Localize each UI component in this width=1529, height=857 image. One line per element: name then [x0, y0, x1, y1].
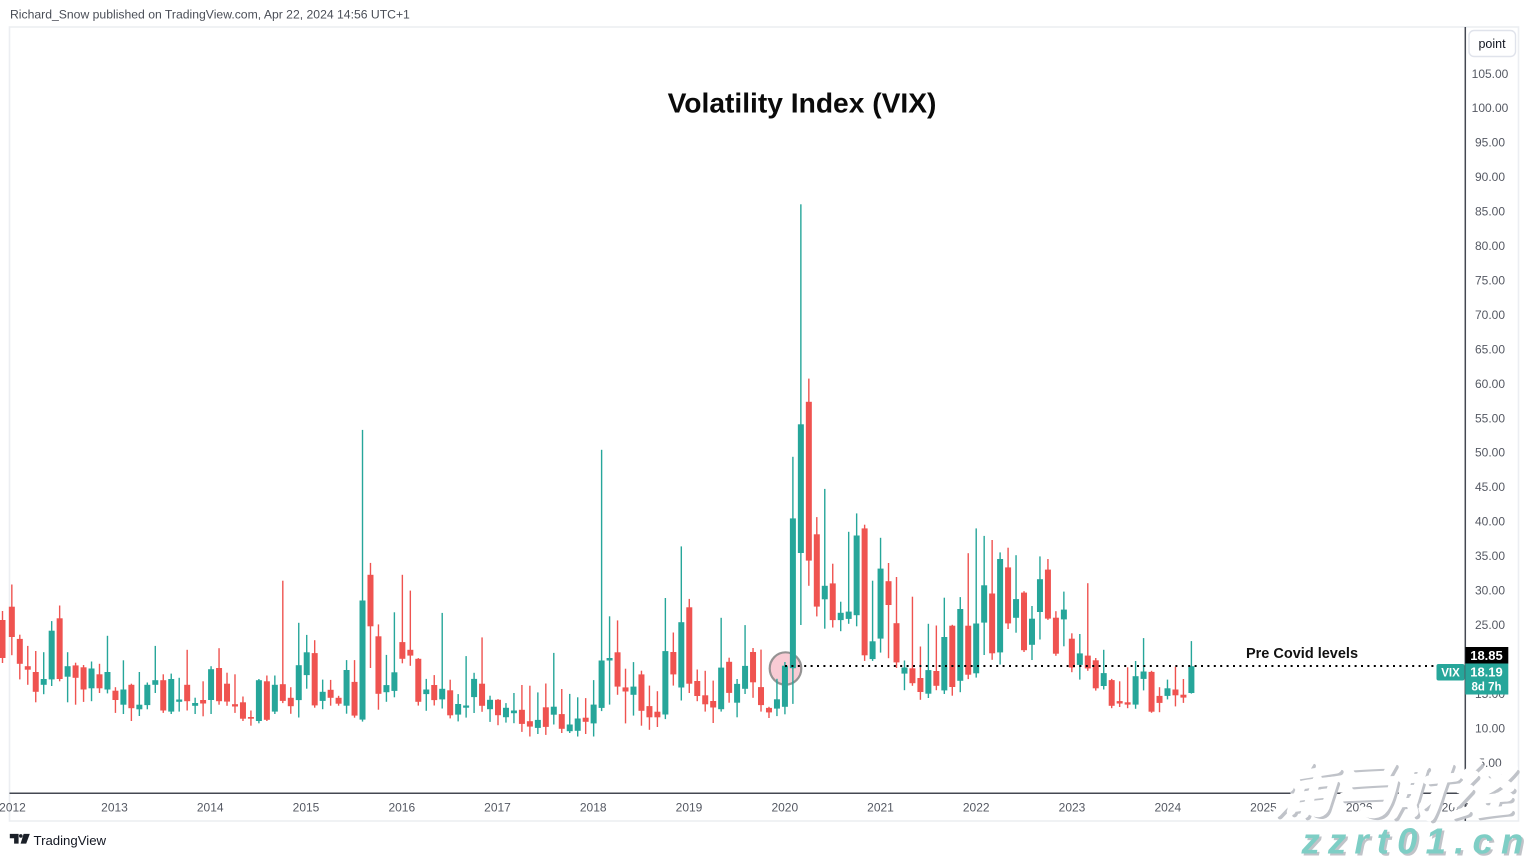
svg-text:85.00: 85.00 [1475, 205, 1505, 219]
svg-text:10.00: 10.00 [1475, 721, 1505, 735]
svg-text:2019: 2019 [676, 801, 703, 815]
svg-text:25.00: 25.00 [1475, 618, 1505, 632]
svg-text:2012: 2012 [0, 801, 26, 815]
svg-text:70.00: 70.00 [1475, 308, 1505, 322]
svg-text:2016: 2016 [388, 801, 415, 815]
svg-text:45.00: 45.00 [1475, 480, 1505, 494]
svg-text:90.00: 90.00 [1475, 170, 1505, 184]
svg-text:105.00: 105.00 [1472, 67, 1509, 81]
svg-text:65.00: 65.00 [1475, 342, 1505, 356]
svg-text:35.00: 35.00 [1475, 549, 1505, 563]
svg-text:18.19: 18.19 [1470, 665, 1503, 680]
svg-text:80.00: 80.00 [1475, 239, 1505, 253]
svg-text:Pre Covid levels: Pre Covid levels [1246, 646, 1358, 662]
svg-text:TradingView: TradingView [34, 833, 107, 848]
svg-text:30.00: 30.00 [1475, 584, 1505, 598]
svg-text:zzrt01.cn: zzrt01.cn [1301, 821, 1529, 857]
svg-text:VIX: VIX [1441, 668, 1460, 680]
svg-text:2017: 2017 [484, 801, 511, 815]
svg-text:95.00: 95.00 [1475, 136, 1505, 150]
svg-text:60.00: 60.00 [1475, 377, 1505, 391]
svg-text:55.00: 55.00 [1475, 411, 1505, 425]
svg-text:2023: 2023 [1059, 801, 1086, 815]
svg-text:Richard_Snow published on Trad: Richard_Snow published on TradingView.co… [10, 8, 410, 22]
svg-text:100.00: 100.00 [1472, 101, 1509, 115]
svg-text:50.00: 50.00 [1475, 446, 1505, 460]
svg-text:8d 7h: 8d 7h [1471, 682, 1501, 694]
svg-text:zzrt01.cn: zzrt01.cn [1303, 823, 1529, 857]
svg-text:2015: 2015 [293, 801, 320, 815]
svg-text:75.00: 75.00 [1475, 274, 1505, 288]
svg-text:2014: 2014 [197, 801, 224, 815]
svg-text:18.85: 18.85 [1470, 648, 1503, 663]
svg-text:Volatility Index (VIX): Volatility Index (VIX) [668, 87, 937, 119]
svg-text:point: point [1478, 37, 1506, 51]
svg-text:2022: 2022 [963, 801, 990, 815]
svg-text:2021: 2021 [867, 801, 894, 815]
svg-text:2013: 2013 [101, 801, 128, 815]
svg-text:2024: 2024 [1154, 801, 1181, 815]
svg-text:5.00: 5.00 [1478, 756, 1502, 770]
svg-text:2025: 2025 [1250, 801, 1277, 815]
svg-text:40.00: 40.00 [1475, 515, 1505, 529]
svg-text:2018: 2018 [580, 801, 607, 815]
svg-text:2020: 2020 [771, 801, 798, 815]
